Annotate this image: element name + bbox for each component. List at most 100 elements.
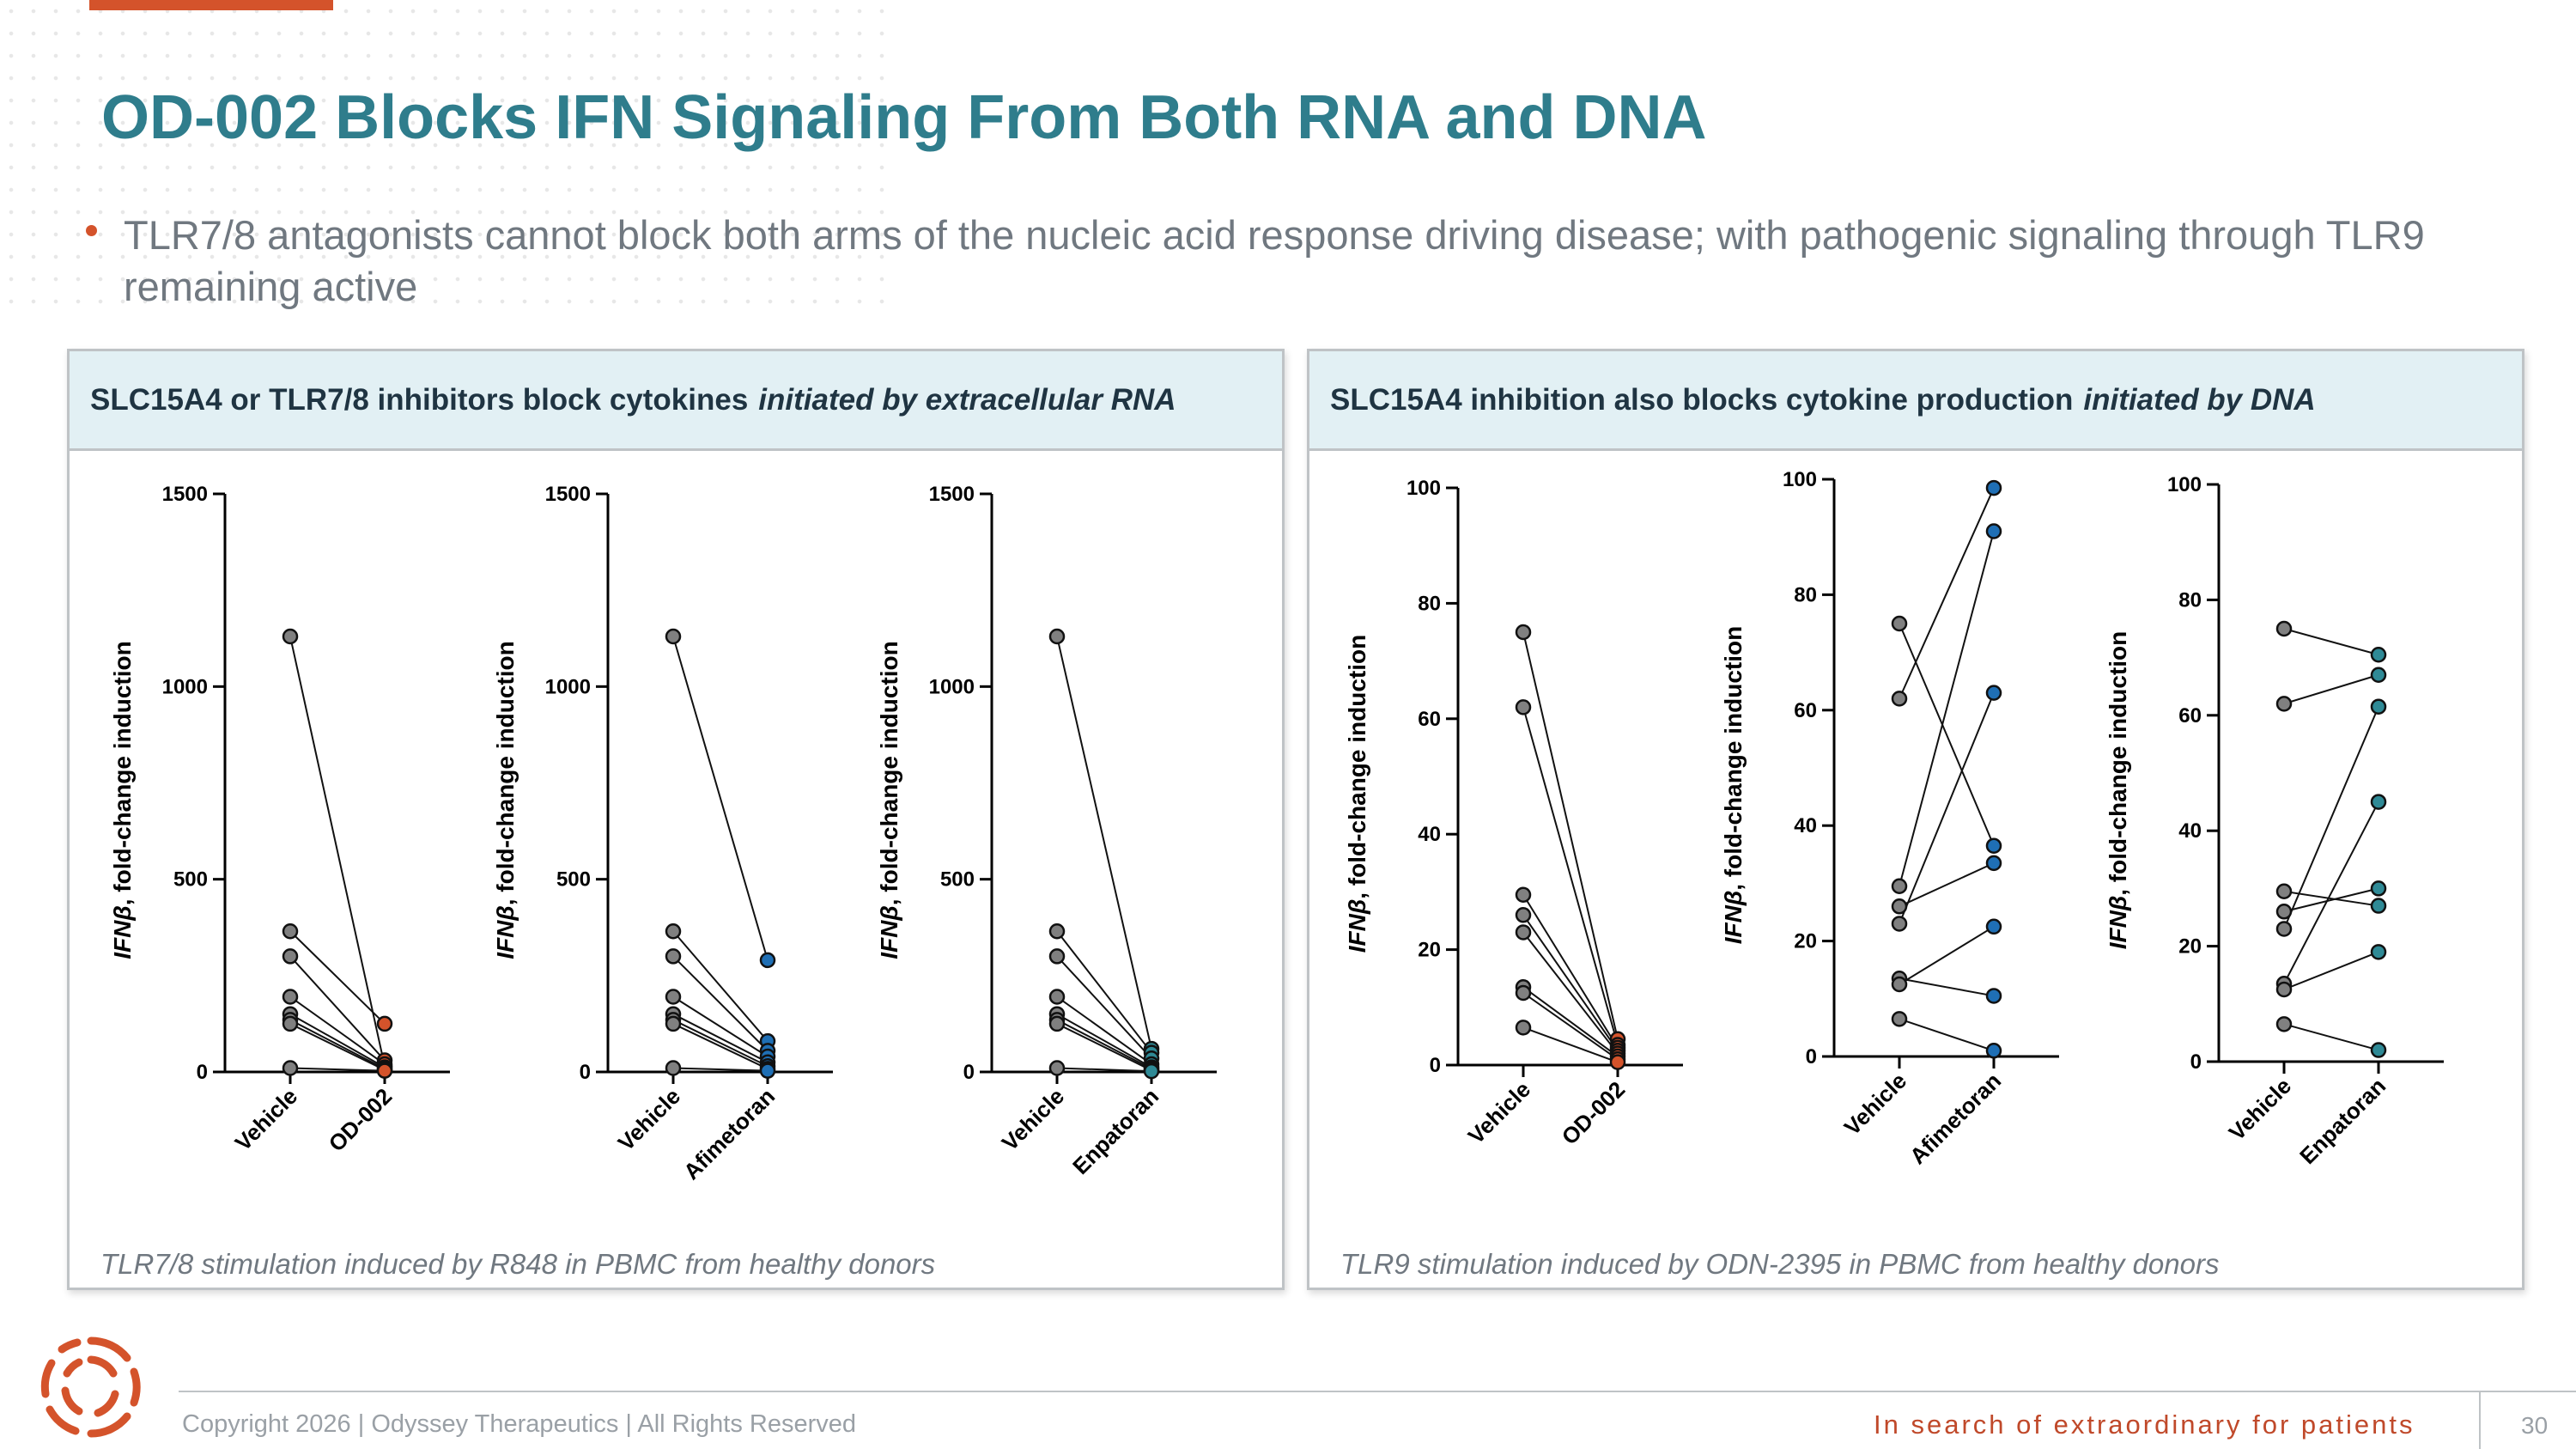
vehicle-point: [1515, 984, 1532, 1002]
treatment-point: [376, 1015, 393, 1032]
pair-line: [2283, 706, 2379, 929]
treatment-point: [1985, 479, 2002, 496]
y-tick-label: 1000: [162, 675, 208, 698]
dna-panel-heading-text: SLC15A4 inhibition also blocks cytokine …: [1330, 382, 2074, 417]
odyssey-logo-icon: [40, 1336, 141, 1438]
y-axis-label-rest: , fold-change induction: [876, 641, 902, 905]
pair-line: [2283, 801, 2379, 984]
bullet-text: TLR7/8 antagonists cannot block both arm…: [124, 212, 2425, 309]
vehicle-point: [2275, 1016, 2293, 1032]
vehicle-point: [665, 628, 682, 645]
pair-line: [289, 955, 386, 1062]
pair-line: [1056, 1019, 1152, 1070]
bullet-marker: [86, 225, 97, 236]
pair-line: [1056, 1067, 1152, 1073]
vehicle-point: [665, 948, 682, 965]
vehicle-point: [2275, 696, 2293, 712]
y-tick-label: 80: [1794, 583, 1817, 606]
x-tick-label: Vehicle: [1463, 1076, 1536, 1149]
y-tick-label: 1500: [545, 483, 591, 506]
footer-copyright: Copyright 2026 | Odyssey Therapeutics | …: [182, 1410, 857, 1438]
rna-panel-heading-italic: initiated by extracellular RNA: [758, 382, 1176, 417]
footer-divider: [179, 1391, 2576, 1392]
pair-line: [289, 995, 386, 1065]
treatment-point: [759, 952, 776, 969]
y-tick-label: 100: [1783, 468, 1817, 491]
pair-line: [289, 1067, 386, 1072]
x-tick-label: Vehicle: [1839, 1068, 1912, 1141]
pair-line: [2283, 951, 2379, 990]
treatment-point: [2370, 898, 2387, 914]
treatment-point: [2370, 1042, 2387, 1058]
y-tick-label: 0: [1430, 1054, 1441, 1077]
treatment-point: [2370, 794, 2387, 810]
y-axis-label: IFNβ, fold-change induction: [1720, 626, 1747, 944]
x-tick-label: Afimetoran: [1905, 1068, 2006, 1169]
y-axis-label-rest: , fold-change induction: [109, 641, 136, 905]
vehicle-point: [2275, 883, 2293, 900]
pair-line: [1522, 986, 1619, 1057]
vehicle-point: [665, 1060, 682, 1076]
treatment-point: [2370, 880, 2387, 897]
y-axis-label: IFNβ, fold-change induction: [2105, 631, 2131, 949]
pair-line: [672, 1019, 769, 1068]
pair-line: [672, 636, 769, 961]
x-tick-label: Vehicle: [230, 1083, 303, 1156]
treatment-point: [1143, 1062, 1160, 1080]
treatment-point: [1985, 918, 2002, 935]
x-tick-label: Vehicle: [997, 1083, 1070, 1156]
y-tick-label: 0: [963, 1061, 975, 1084]
y-tick-label: 80: [1418, 592, 1441, 615]
dot-pattern-decoration: [0, 0, 893, 318]
pair-line: [289, 1013, 386, 1068]
y-tick-label: 0: [2190, 1050, 2202, 1074]
dna-panel: SLC15A4 inhibition also blocks cytokine …: [1307, 349, 2524, 1290]
pair-line: [1056, 955, 1152, 1059]
dna-panel-heading-italic: initiated by DNA: [2083, 382, 2316, 417]
footer-tagline: In search of extraordinary for patients: [1874, 1409, 2415, 1440]
y-tick-label: 60: [1418, 708, 1441, 731]
y-tick-label: 1000: [545, 675, 591, 698]
pair-line: [1522, 894, 1619, 1049]
vehicle-point: [1048, 628, 1066, 645]
vehicle-point: [2275, 921, 2293, 937]
y-tick-label: 500: [940, 868, 975, 892]
y-tick-label: 20: [1794, 930, 1817, 953]
dna-panel-heading: SLC15A4 inhibition also blocks cytokine …: [1309, 351, 2522, 451]
y-tick-label: 80: [2178, 588, 2202, 612]
x-tick-label: Vehicle: [613, 1083, 686, 1156]
chart-rna-od002: 0 500 1000 1500 Vehicle OD-002 IFNβ, fold-chan…: [109, 483, 450, 1157]
y-axis-label-italic: IFNβ: [492, 905, 519, 959]
pair-line: [1522, 914, 1619, 1051]
x-tick-label: OD-002: [324, 1083, 398, 1157]
pair-line: [1899, 487, 1995, 699]
y-axis-label-rest: , fold-change induction: [2105, 631, 2131, 896]
treatment-point: [1985, 837, 2002, 854]
vehicle-point: [1891, 691, 1908, 707]
y-tick-label: 60: [1794, 699, 1817, 722]
pair-line: [1522, 1026, 1619, 1063]
y-tick-label: 40: [1418, 823, 1441, 846]
pair-line: [672, 1067, 769, 1072]
vehicle-point: [2275, 904, 2293, 920]
y-axis-label-rest: , fold-change induction: [1720, 626, 1747, 891]
treatment-point: [2370, 944, 2387, 960]
vehicle-point: [1048, 922, 1066, 940]
pair-line: [672, 995, 769, 1057]
pair-line: [1056, 1023, 1152, 1072]
y-tick-label: 0: [197, 1061, 208, 1084]
pair-line: [289, 1019, 386, 1070]
accent-bar: [89, 0, 333, 10]
pair-line: [1522, 631, 1619, 1039]
pair-line: [289, 1023, 386, 1071]
y-tick-label: 60: [2178, 704, 2202, 728]
pair-line: [1522, 707, 1619, 1045]
y-axis-label: IFNβ, fold-change induction: [1344, 635, 1370, 953]
x-tick-label: Enpatoran: [1067, 1083, 1163, 1179]
y-axis-label: IFNβ, fold-change induction: [492, 641, 519, 959]
y-tick-label: 500: [173, 868, 208, 892]
vehicle-point: [665, 1015, 682, 1032]
pair-line: [1056, 636, 1152, 1050]
pair-line: [1056, 1013, 1152, 1068]
